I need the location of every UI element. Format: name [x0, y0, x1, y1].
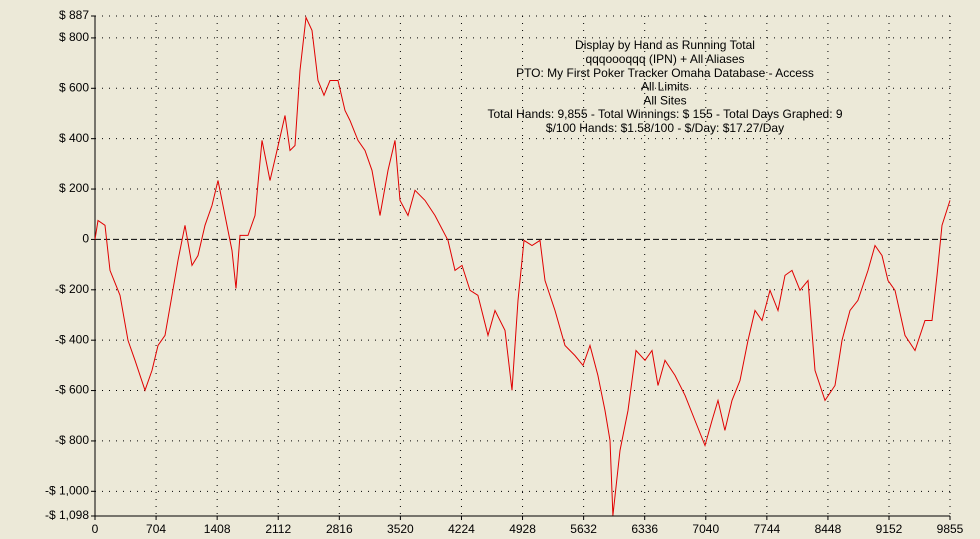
- y-tick-label: -$ 400: [55, 332, 89, 346]
- annotation: qqqoooqqq (IPN) + All Aliases: [585, 52, 744, 66]
- y-tick-label: $ 400: [59, 131, 89, 145]
- x-tick-label: 1408: [204, 522, 231, 536]
- line: [94, 15, 951, 516]
- x-tick-label: 7040: [692, 522, 719, 536]
- x-tick-label: 4224: [448, 522, 475, 536]
- x-tick-label: 7744: [754, 522, 781, 536]
- annotation: All Sites: [643, 93, 686, 107]
- y-tick-label: -$ 200: [55, 282, 89, 296]
- y-tick-label: 0: [82, 232, 89, 246]
- x-tick-label: 8448: [815, 522, 842, 536]
- y-tick-label: $ 800: [59, 30, 89, 44]
- x-tick-label: 3520: [387, 522, 414, 536]
- y-tick-label: $ 887: [59, 8, 89, 22]
- x-tick-label: 4928: [509, 522, 536, 536]
- y-tick-label: -$ 800: [55, 433, 89, 447]
- x-tick-label: 5632: [570, 522, 597, 536]
- annotation: Total Hands: 9,855 - Total Winnings: $ 1…: [487, 107, 842, 121]
- y-tick-label: -$ 1,000: [45, 483, 89, 497]
- y-tick-label: $ 200: [59, 181, 89, 195]
- x-tick-label: 9152: [876, 522, 903, 536]
- annotation: PTO: My First Poker Tracker Omaha Databa…: [516, 66, 814, 80]
- y-tick-label: -$ 600: [55, 383, 89, 397]
- y-tick-label: $ 600: [59, 80, 89, 94]
- annotation: Display by Hand as Running Total: [575, 38, 755, 52]
- y-tick-label: -$ 1,098: [45, 508, 89, 522]
- annotation: All Limits: [641, 80, 689, 94]
- x-tick-label: 0: [92, 522, 99, 536]
- x-tick-label: 6336: [631, 522, 658, 536]
- x-tick-label: 2112: [265, 522, 291, 536]
- x-tick-label: 704: [146, 522, 166, 536]
- annotation: $/100 Hands: $1.58/100 - $/Day: $17.27/D…: [546, 121, 784, 135]
- x-tick-label: 9855: [937, 522, 964, 536]
- x-tick-label: 2816: [326, 522, 353, 536]
